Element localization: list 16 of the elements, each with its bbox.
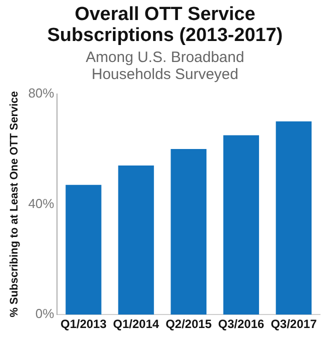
y-tick-label: 40% (28, 196, 55, 211)
x-tick-label: Q3/2016 (218, 317, 265, 332)
x-tick-label: Q2/2015 (166, 317, 212, 332)
x-tick-label: Q1/2014 (113, 317, 160, 332)
chart-title: Overall OTT Service Subscriptions (2013-2017) (46, 4, 284, 46)
bar (170, 149, 206, 315)
chart-subtitle: Among U.S. Broadband Households Surveyed (84, 49, 246, 83)
bar (276, 121, 312, 315)
bar (223, 135, 260, 315)
y-axis-title: % Subscribing to at Least One OTT Service (8, 91, 21, 318)
y-tick-label: 80% (28, 85, 55, 100)
y-tick-label: 0% (35, 306, 55, 322)
bar (66, 184, 102, 315)
x-tick-label: Q1/2013 (60, 317, 107, 332)
bar (118, 166, 154, 315)
x-tick-label: Q3/2017 (270, 317, 318, 332)
